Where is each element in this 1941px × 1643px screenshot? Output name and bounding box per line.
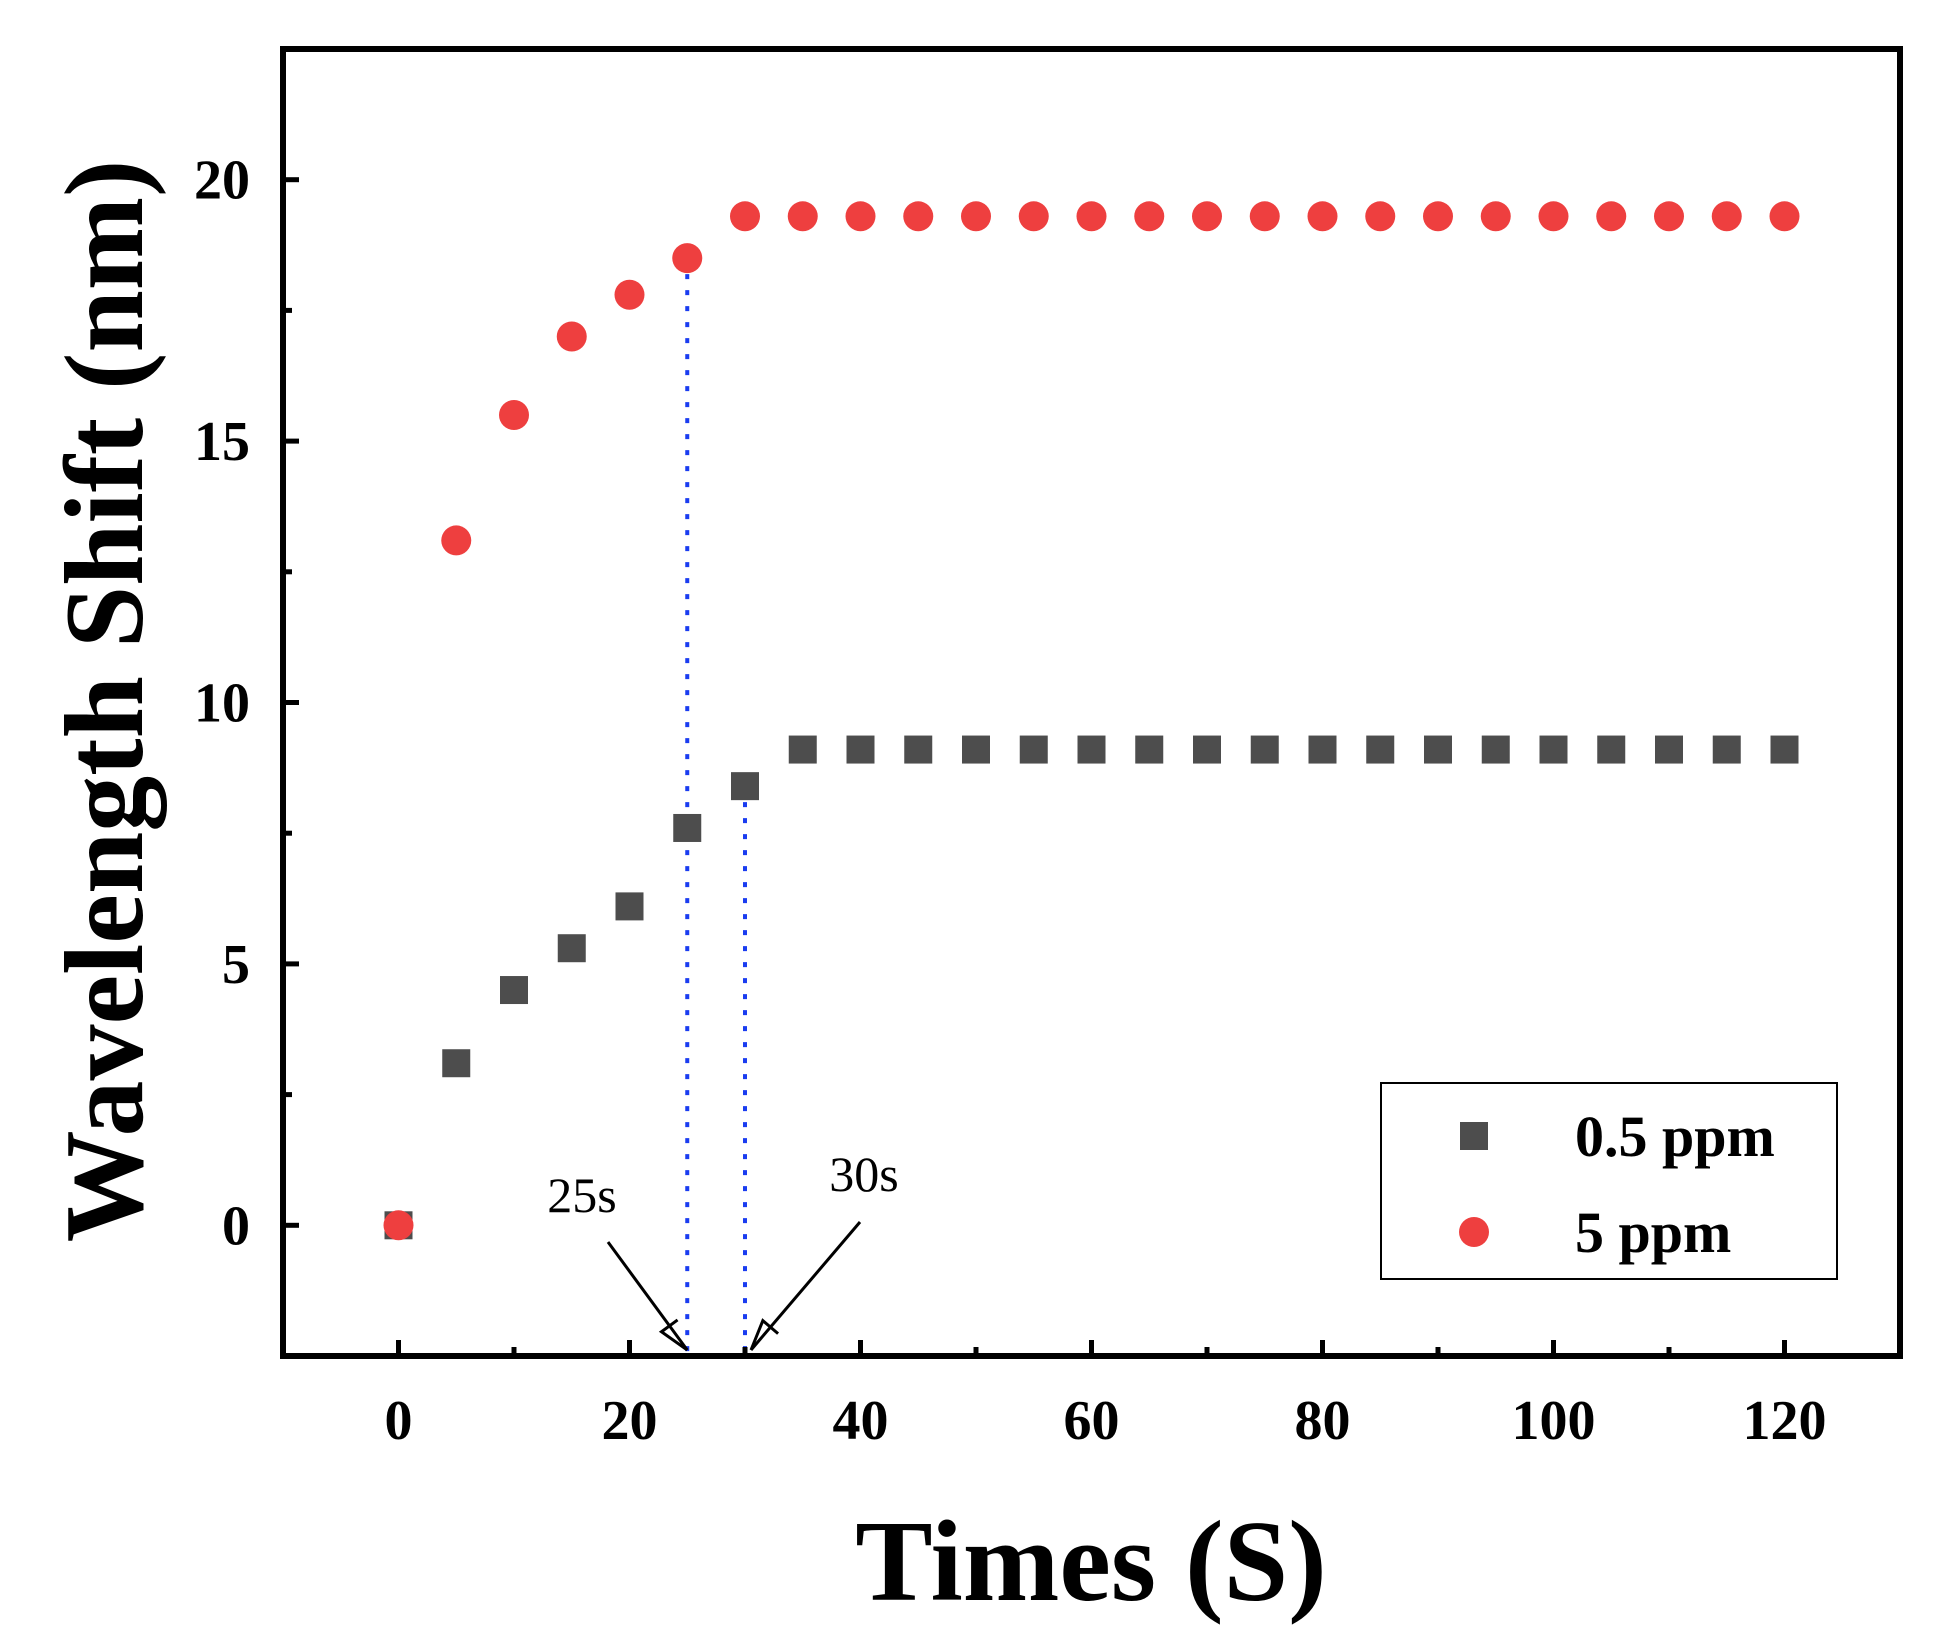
legend-label: 0.5 ppm — [1575, 1104, 1775, 1169]
point-0-5ppm — [1539, 735, 1568, 764]
point-5ppm — [672, 243, 703, 274]
y-tick-label: 20 — [194, 150, 250, 212]
y-tick-label: 15 — [194, 411, 250, 473]
legend: 0.5 ppm 5 ppm — [1380, 1082, 1838, 1280]
annotation-arrow-head — [749, 1318, 780, 1351]
point-0-5ppm — [1655, 735, 1683, 764]
x-tick-label: 80 — [1295, 1390, 1351, 1452]
point-5ppm — [556, 321, 587, 352]
legend-box — [1380, 1082, 1838, 1280]
point-5ppm — [1192, 201, 1222, 232]
point-5ppm — [1480, 201, 1511, 232]
legend-marker-circle — [1459, 1217, 1489, 1247]
point-5ppm — [845, 201, 876, 232]
point-5ppm — [383, 1210, 414, 1241]
point-0-5ppm — [1712, 735, 1741, 764]
point-0-5ppm — [1193, 735, 1221, 764]
point-0-5ppm — [1135, 735, 1164, 764]
point-5ppm — [903, 201, 934, 232]
point-0-5ppm — [1481, 735, 1510, 764]
y-tick-label: 10 — [194, 673, 250, 735]
point-0-5ppm — [500, 976, 528, 1005]
point-5ppm — [441, 525, 472, 556]
point-5ppm — [1076, 201, 1107, 232]
point-5ppm — [1134, 201, 1165, 232]
annotation-arrow-line — [749, 1221, 862, 1351]
point-0-5ppm — [788, 735, 817, 764]
point-0-5ppm — [1019, 735, 1048, 764]
point-5ppm — [1538, 201, 1569, 232]
axis-ticks — [283, 177, 1787, 1356]
point-0-5ppm — [731, 772, 759, 801]
point-5ppm — [499, 399, 529, 430]
point-0-5ppm — [615, 892, 644, 921]
legend-label: 5 ppm — [1575, 1200, 1731, 1265]
y-tick-label: 0 — [222, 1195, 250, 1257]
point-5ppm — [961, 201, 991, 232]
point-0-5ppm — [1770, 735, 1799, 764]
annotation-label: 30s — [829, 1146, 898, 1202]
point-0-5ppm — [1597, 735, 1626, 764]
point-5ppm — [1018, 201, 1049, 232]
point-5ppm — [1769, 201, 1800, 232]
point-5ppm — [1596, 201, 1627, 232]
point-5ppm — [614, 279, 645, 310]
x-tick-label: 120 — [1743, 1390, 1827, 1452]
point-5ppm — [730, 201, 760, 232]
point-0-5ppm — [673, 813, 702, 842]
legend-marker-square — [1460, 1122, 1488, 1150]
point-0-5ppm — [557, 934, 586, 963]
point-5ppm — [1307, 201, 1338, 232]
point-5ppm — [1365, 201, 1396, 232]
point-0-5ppm — [1424, 735, 1452, 764]
x-tick-label: 40 — [833, 1390, 889, 1452]
point-5ppm — [1423, 201, 1453, 232]
point-0-5ppm — [962, 735, 990, 764]
point-0-5ppm — [1366, 735, 1395, 764]
guide-lines — [685, 258, 747, 1356]
annotations: 25s 30s — [547, 1146, 899, 1352]
point-0-5ppm — [442, 1049, 471, 1078]
point-0-5ppm — [1077, 735, 1106, 764]
point-0-5ppm — [1250, 735, 1279, 764]
y-tick-label: 5 — [222, 934, 250, 996]
y-axis-label: Wavelength Shift (nm) — [43, 160, 167, 1243]
point-5ppm — [1654, 201, 1684, 232]
x-tick-label: 20 — [602, 1390, 658, 1452]
data-points — [383, 201, 1800, 1241]
point-0-5ppm — [846, 735, 875, 764]
point-5ppm — [1249, 201, 1280, 232]
point-0-5ppm — [904, 735, 933, 764]
tick-labels: 0 20 40 60 80 100 120 0 5 10 15 20 — [194, 150, 1827, 1452]
annotation-arrow-line — [606, 1241, 689, 1351]
x-tick-label: 100 — [1512, 1390, 1596, 1452]
x-tick-label: 60 — [1064, 1390, 1120, 1452]
x-tick-label: 0 — [385, 1390, 413, 1452]
annotation-label: 25s — [547, 1167, 616, 1223]
annotation-arrow-head — [658, 1318, 689, 1352]
point-0-5ppm — [1308, 735, 1337, 764]
x-axis-label: Times (S) — [855, 1498, 1327, 1626]
point-5ppm — [787, 201, 818, 232]
point-5ppm — [1711, 201, 1742, 232]
